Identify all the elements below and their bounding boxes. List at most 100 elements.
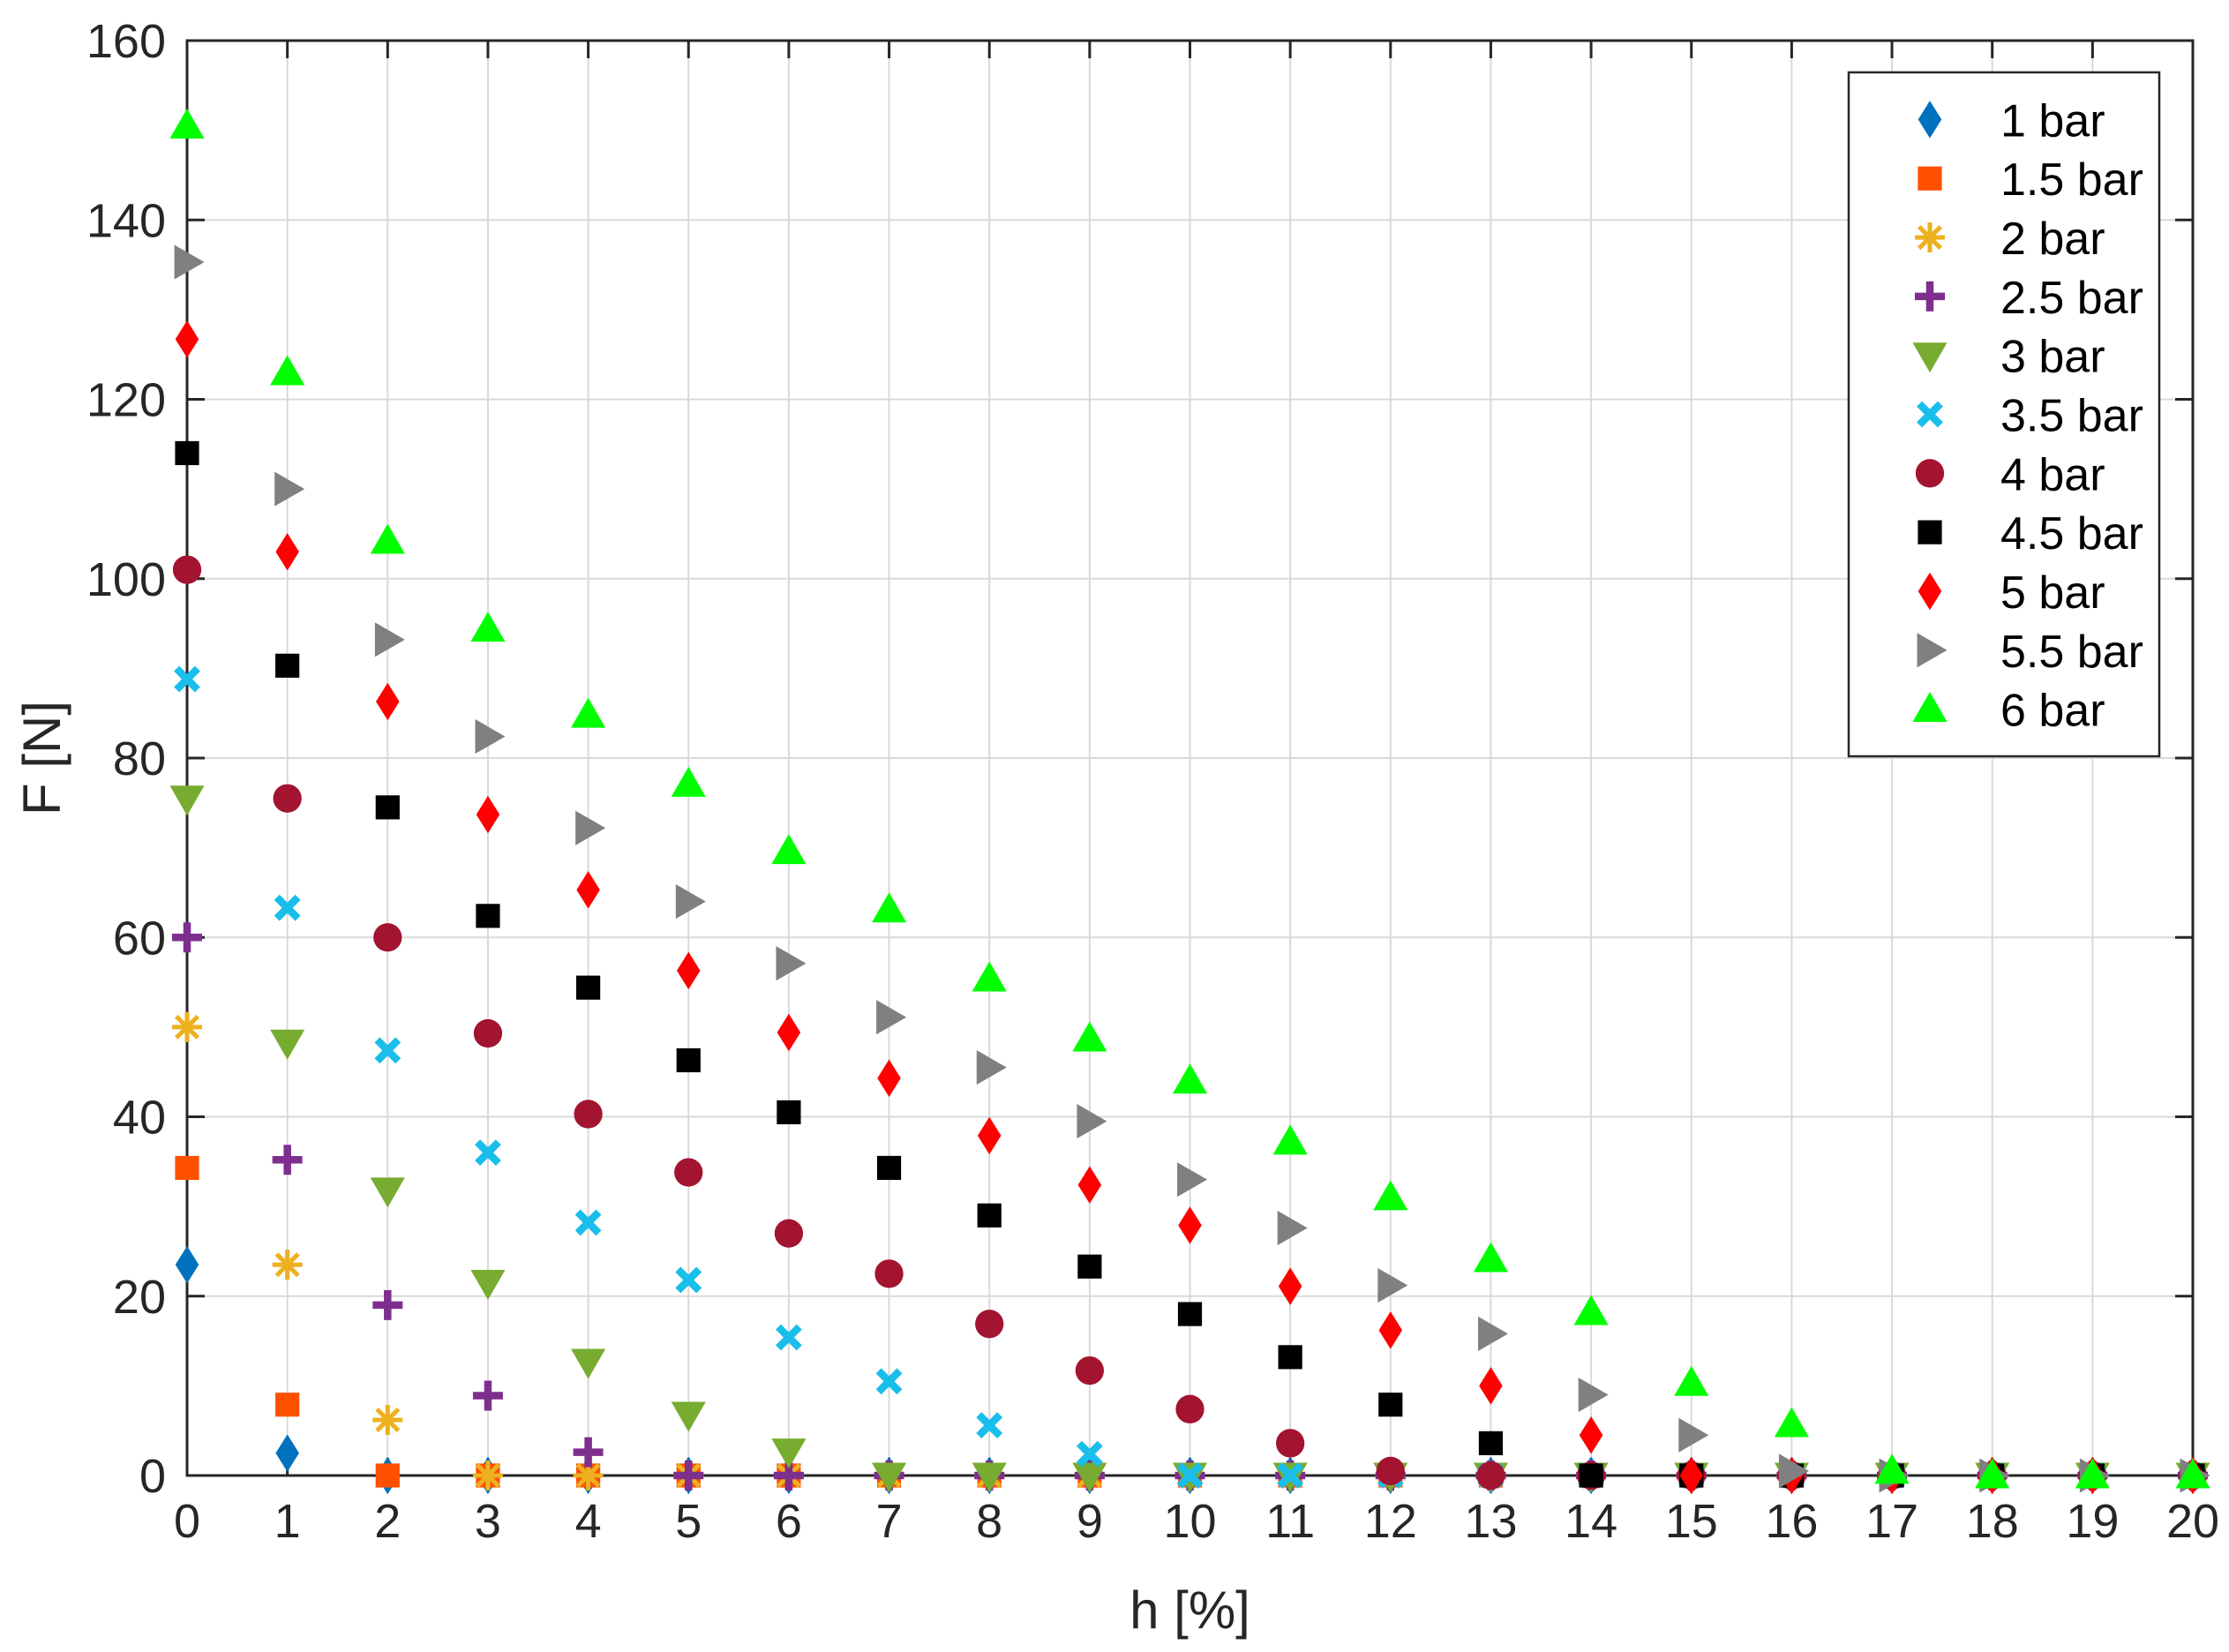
data-point xyxy=(671,766,706,797)
legend-marker xyxy=(1918,101,1942,139)
x-tick-label: 5 xyxy=(675,1495,702,1548)
data-point xyxy=(1679,1456,1704,1495)
data-point xyxy=(275,653,300,678)
data-point xyxy=(174,665,200,693)
x-tick-label: 12 xyxy=(1364,1495,1417,1548)
x-tick-label: 2 xyxy=(374,1495,401,1548)
data-point xyxy=(1177,1162,1208,1198)
data-point xyxy=(1376,1456,1405,1486)
data-point xyxy=(573,1437,604,1468)
legend-marker xyxy=(1918,572,1942,611)
data-point xyxy=(169,785,205,816)
legend-label: 6 bar xyxy=(2000,686,2105,737)
data-point xyxy=(2175,1458,2210,1489)
data-point xyxy=(470,612,506,642)
data-point xyxy=(1272,1124,1308,1155)
data-point xyxy=(675,884,706,920)
data-point xyxy=(777,1100,801,1125)
y-axis-title: F [N] xyxy=(12,701,71,815)
data-point xyxy=(1277,1210,1308,1246)
data-point xyxy=(1278,1345,1302,1370)
legend-label: 4 bar xyxy=(2000,449,2105,500)
data-point xyxy=(1072,1021,1107,1052)
axes: 0 1 2 3 4 5 6 7 8 9 10 11 12 13 14 15 16 17 18 19 2002040608… xyxy=(86,15,2219,1548)
data-point xyxy=(676,951,701,990)
y-tick-label: 20 xyxy=(113,1271,166,1324)
data-point xyxy=(574,1100,603,1129)
data-point xyxy=(1579,1463,1603,1488)
data-point xyxy=(1478,1430,1504,1456)
data-point xyxy=(1177,1302,1203,1326)
data-point xyxy=(972,1462,1007,1493)
data-point xyxy=(175,320,199,358)
legend-marker xyxy=(1918,520,1942,544)
legend-item: 3.5 bar xyxy=(1917,391,2143,442)
legend-label: 1.5 bar xyxy=(2000,154,2143,206)
data-point xyxy=(169,108,205,139)
data-point xyxy=(472,1380,503,1411)
x-tick-label: 18 xyxy=(1966,1495,2019,1548)
data-point xyxy=(1176,1462,1204,1489)
data-point xyxy=(372,1404,403,1435)
data-point xyxy=(777,1013,801,1052)
data-point xyxy=(877,1059,901,1098)
data-point xyxy=(274,471,305,507)
data-point xyxy=(1774,1407,1809,1438)
legend-label: 5.5 bar xyxy=(2000,627,2143,678)
data-point xyxy=(573,1461,604,1491)
data-point xyxy=(1378,1393,1403,1417)
data-point xyxy=(472,1461,503,1491)
data-point xyxy=(977,1203,1002,1228)
data-point xyxy=(372,1289,403,1320)
y-tick-label: 100 xyxy=(86,553,166,606)
data-point xyxy=(475,1139,501,1167)
data-point xyxy=(270,1029,305,1060)
data-point xyxy=(375,1463,400,1488)
data-point xyxy=(470,1270,506,1301)
legend-label: 3.5 bar xyxy=(2000,391,2143,442)
x-tick-label: 19 xyxy=(2066,1495,2119,1548)
data-point xyxy=(1178,1206,1202,1244)
data-point xyxy=(1278,1267,1302,1305)
x-tick-label: 8 xyxy=(976,1495,1002,1548)
y-tick-label: 40 xyxy=(113,1092,166,1145)
data-point xyxy=(172,1011,202,1042)
x-tick-label: 16 xyxy=(1765,1495,1818,1548)
data-point xyxy=(774,1219,804,1248)
legend-marker xyxy=(1918,166,1942,191)
data-point xyxy=(172,922,202,953)
data-point xyxy=(272,1145,303,1175)
data-point xyxy=(876,1155,902,1181)
data-point xyxy=(571,697,606,728)
y-tick-label: 140 xyxy=(86,194,166,247)
data-point xyxy=(1674,1365,1709,1396)
legend-marker xyxy=(1917,401,1943,428)
x-tick-label: 10 xyxy=(1163,1495,1216,1548)
data-point xyxy=(376,682,400,721)
x-tick-label: 1 xyxy=(274,1495,301,1548)
data-point xyxy=(675,1266,702,1294)
data-point xyxy=(1172,1063,1208,1094)
legend-marker xyxy=(1915,222,1945,253)
data-point xyxy=(273,784,302,813)
data-point xyxy=(374,622,405,657)
x-tick-label: 0 xyxy=(174,1495,200,1548)
legend-item: 4 bar xyxy=(1915,449,2105,500)
data-point xyxy=(1378,1311,1403,1349)
y-tick-label: 0 xyxy=(139,1450,166,1503)
data-point xyxy=(673,1461,704,1491)
legend-box xyxy=(1847,71,2161,758)
data-point xyxy=(771,1438,807,1469)
data-point xyxy=(476,795,500,834)
data-point xyxy=(1573,1295,1609,1325)
data-point xyxy=(775,1324,802,1351)
legend-label: 2.5 bar xyxy=(2000,273,2143,324)
data-point xyxy=(1373,1180,1408,1211)
legend-marker xyxy=(1915,281,1945,312)
data-point xyxy=(370,523,405,554)
data-point xyxy=(1578,1377,1609,1413)
legend-marker xyxy=(1912,692,1948,723)
data-point xyxy=(375,795,400,820)
data-point xyxy=(975,1310,1004,1339)
data-point xyxy=(1276,1429,1305,1458)
